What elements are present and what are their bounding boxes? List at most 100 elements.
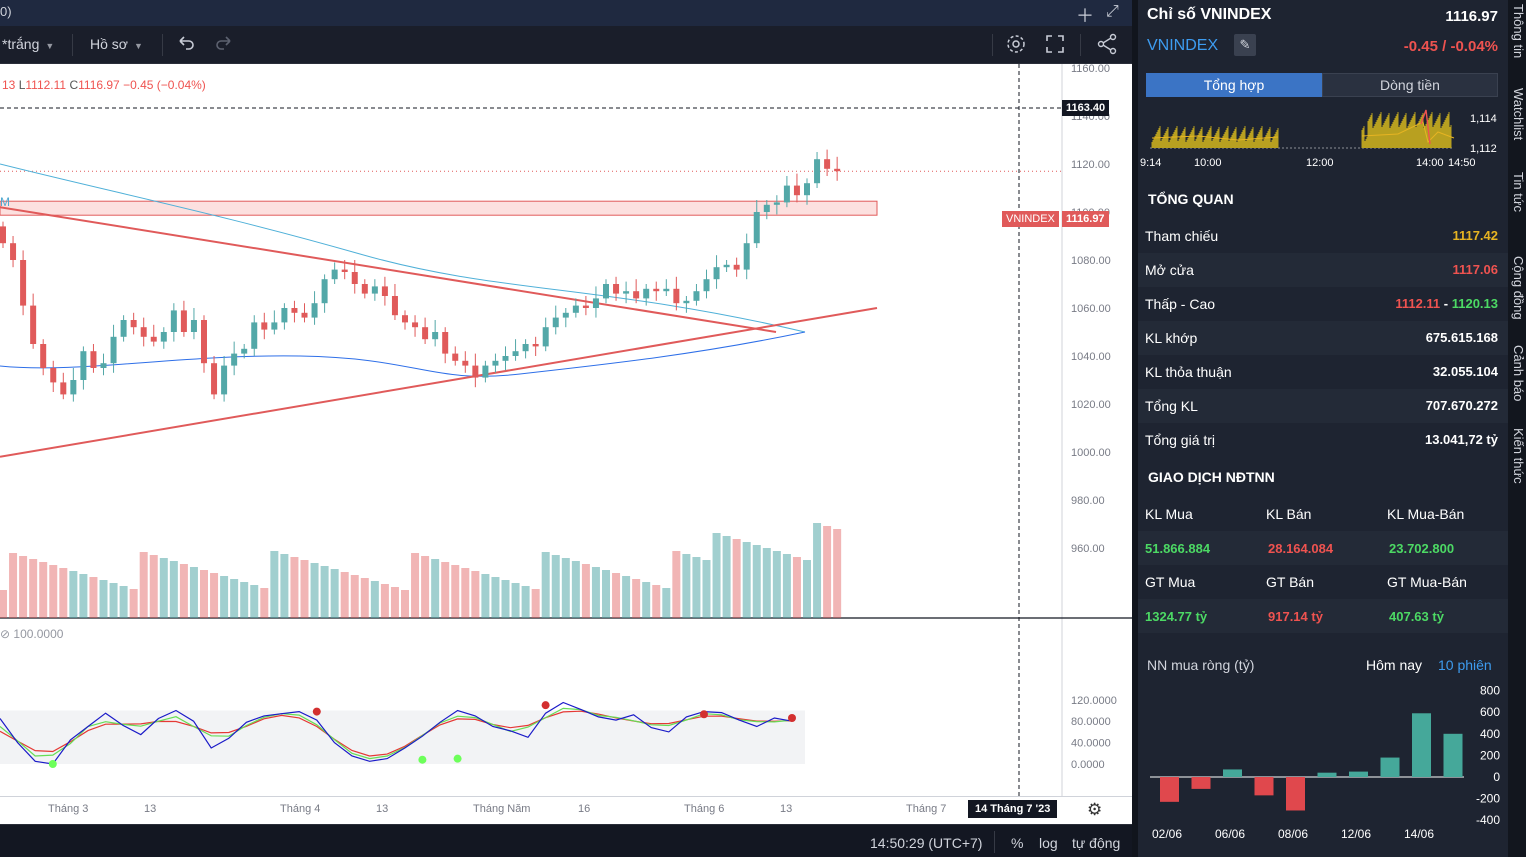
volume-bar xyxy=(642,582,651,618)
volume-bar xyxy=(79,574,88,618)
share-icon[interactable] xyxy=(1095,32,1119,56)
volume-bar xyxy=(803,560,811,618)
side-tab-community[interactable]: Cộng đồng xyxy=(1511,256,1526,320)
candle-body xyxy=(522,344,529,352)
side-tab-news[interactable]: Tin tức xyxy=(1511,172,1526,213)
candle-body xyxy=(834,168,841,172)
chart-canvas[interactable]: 1160.001140.001120.001100.001080.001060.… xyxy=(0,64,1132,796)
range-label: Thấp - Cao xyxy=(1145,296,1216,312)
oscillator-signal-line xyxy=(0,710,793,757)
net-buy-y-label: -200 xyxy=(1476,792,1500,806)
expand-icon[interactable]: ⤢ xyxy=(1106,3,1119,20)
candle-body xyxy=(331,269,338,280)
tab-10-sessions[interactable]: 10 phiên xyxy=(1438,657,1492,673)
volume-bar xyxy=(833,529,842,618)
net-buy-y-label: 600 xyxy=(1480,705,1500,719)
volume-bar xyxy=(360,578,369,618)
theme-label: *trắng xyxy=(2,36,40,52)
chart-plot[interactable]: 1160.001140.001120.001100.001080.001060.… xyxy=(0,64,1132,796)
side-tab-knowledge[interactable]: Kiến thức xyxy=(1511,428,1526,484)
overview-title: TỔNG QUAN xyxy=(1148,191,1234,207)
buy-val: 1324.77 tỷ xyxy=(1145,609,1208,624)
net-buy-y-label: 400 xyxy=(1480,727,1500,741)
candle-body xyxy=(763,204,770,212)
chart-toolbar: *trắng ▼ Hồ sơ ▼ xyxy=(0,26,1132,64)
volume-bar xyxy=(89,577,98,618)
open-label: Mở cửa xyxy=(1145,262,1194,278)
indicator-axis-label: 80.0000 xyxy=(1071,716,1111,728)
vol-total-label: Tổng KL xyxy=(1145,398,1198,414)
tab-money-flow[interactable]: Dòng tiền xyxy=(1322,73,1498,97)
sell-vol: 28.164.084 xyxy=(1268,541,1334,556)
gear-icon[interactable] xyxy=(1004,32,1028,56)
volume-bar xyxy=(581,564,590,618)
net-vol: 23.702.800 xyxy=(1389,541,1455,556)
volume-bar xyxy=(531,589,540,618)
auto-toggle[interactable]: tự động xyxy=(1072,835,1121,851)
volume-bar xyxy=(682,554,691,618)
candle-body xyxy=(241,348,248,354)
value-total-value: 13.041,72 tỷ xyxy=(1424,432,1498,447)
oscillator-band xyxy=(0,710,805,764)
panel-symbol[interactable]: VNINDEX xyxy=(1147,37,1219,54)
candle-body xyxy=(432,332,439,340)
volume-bar xyxy=(250,585,259,618)
net-buy-y-label: -400 xyxy=(1476,813,1500,827)
volume-bar xyxy=(541,552,550,618)
profile-label: Hồ sơ xyxy=(90,36,128,52)
candle-body xyxy=(723,264,730,268)
indicator-legend: ⊘ 100.0000 xyxy=(0,627,64,641)
candle-body xyxy=(60,382,67,395)
range-value: 1112.11 - 1120.13 xyxy=(1395,296,1498,311)
undo-icon[interactable] xyxy=(174,32,198,56)
net-buy-x-label: 02/06 xyxy=(1152,827,1182,841)
profile-selector[interactable]: Hồ sơ ▼ xyxy=(90,36,143,52)
redo-icon[interactable] xyxy=(212,32,236,56)
ascending-trendline xyxy=(0,307,878,458)
side-tab-watchlist[interactable]: Watchlist xyxy=(1511,88,1526,141)
percent-toggle[interactable]: % xyxy=(1011,835,1024,851)
candle-body xyxy=(160,332,167,342)
chart-area[interactable]: 0) ＋ ⤢ *trắng ▼ Hồ sơ ▼ xyxy=(0,0,1132,857)
candle-body xyxy=(90,351,97,368)
price-axis-label: 1020.00 xyxy=(1071,399,1111,411)
time-label: Tháng 4 xyxy=(280,803,321,815)
candle-body xyxy=(80,351,87,380)
candle-body xyxy=(140,327,147,337)
net-buy-bar xyxy=(1223,769,1242,777)
side-tab-alerts[interactable]: Cảnh báo xyxy=(1511,345,1526,402)
gear-icon[interactable]: ⚙ xyxy=(1087,800,1103,819)
tab-summary[interactable]: Tổng hợp xyxy=(1146,73,1322,97)
time-axis[interactable]: Tháng 3 13 Tháng 4 13 Tháng Năm 16 Tháng… xyxy=(0,796,1132,824)
plus-icon[interactable]: ＋ xyxy=(1076,6,1094,26)
clock: 14:50:29 (UTC+7) xyxy=(870,835,983,851)
side-tab-info[interactable]: Thông tin xyxy=(1511,4,1526,59)
candle-body xyxy=(20,260,27,306)
log-toggle[interactable]: log xyxy=(1039,835,1058,851)
open-value: 1117.06 xyxy=(1452,262,1498,277)
volume-bar xyxy=(561,558,570,618)
net-buy-x-label: 08/06 xyxy=(1278,827,1308,841)
candle-body xyxy=(683,300,690,304)
candle-body xyxy=(422,327,429,340)
candle-body xyxy=(512,351,519,356)
chart-header: 0) ＋ ⤢ xyxy=(0,0,1132,26)
theme-selector[interactable]: *trắng ▼ xyxy=(2,36,54,52)
pencil-icon[interactable]: ✎ xyxy=(1234,34,1256,56)
fullscreen-icon[interactable] xyxy=(1043,32,1067,56)
tab-today[interactable]: Hôm nay xyxy=(1366,657,1423,673)
candle-body xyxy=(361,284,368,294)
indicator-axis-label: 40.0000 xyxy=(1071,738,1111,750)
candle-body xyxy=(311,303,318,318)
time-label: Tháng Năm xyxy=(473,803,531,815)
net-buy-chart: 800 600 400 200 0 -200 -400 02/06 06/06 08/06 12/0… xyxy=(1150,684,1500,841)
volume-bar xyxy=(260,588,269,618)
candle-body xyxy=(70,380,77,395)
candle-body xyxy=(603,284,609,299)
value-total-label: Tổng giá trị xyxy=(1145,432,1216,448)
volume-bar xyxy=(501,580,510,618)
candle-body xyxy=(170,310,177,332)
net-buy-y-label: 200 xyxy=(1480,748,1500,762)
volume-bar xyxy=(310,563,319,618)
bottom-divider xyxy=(994,831,995,853)
